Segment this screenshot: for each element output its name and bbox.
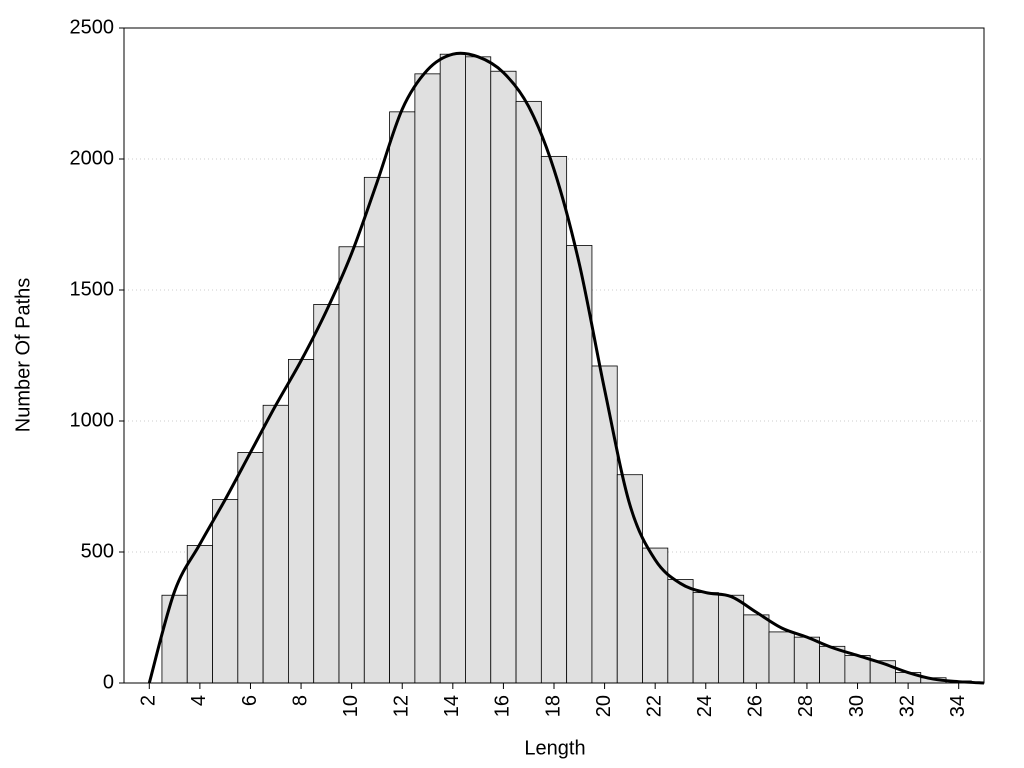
bar	[262, 404, 289, 684]
bar	[363, 176, 390, 684]
bar	[465, 56, 492, 684]
bar	[212, 499, 239, 684]
x-axis-label: Length	[524, 737, 585, 759]
bar	[439, 53, 466, 684]
bar	[718, 594, 745, 684]
bar	[642, 547, 669, 684]
x-tick-label: 28	[795, 695, 817, 717]
bar	[591, 365, 618, 684]
bar	[667, 579, 694, 684]
x-tick-label: 22	[643, 695, 665, 717]
bar	[566, 245, 593, 684]
bar	[793, 636, 820, 684]
x-tick-label: 20	[593, 695, 615, 717]
x-tick-label: 26	[745, 695, 767, 717]
x-tick-label: 14	[441, 695, 463, 717]
bar	[338, 246, 365, 684]
bar	[844, 655, 871, 684]
x-tick-label: 18	[542, 695, 564, 717]
x-tick-label: 4	[188, 695, 210, 706]
plot-frame	[123, 27, 985, 684]
bar	[490, 70, 517, 684]
y-tick-label: 1000	[70, 409, 115, 431]
density-curve	[147, 51, 985, 685]
bar	[237, 452, 264, 684]
x-tick-label: 12	[391, 695, 413, 717]
y-tick-label: 500	[81, 540, 114, 562]
bar	[743, 614, 770, 684]
x-tick-label: 34	[947, 695, 969, 717]
x-tick-label: 32	[896, 695, 918, 717]
bar	[161, 594, 188, 684]
bar	[389, 111, 416, 684]
bar	[692, 592, 719, 684]
x-tick-label: 6	[239, 695, 261, 706]
y-tick-label: 1500	[70, 278, 115, 300]
y-tick-label: 2000	[70, 147, 115, 169]
bar	[414, 73, 441, 684]
bar	[768, 631, 795, 684]
bar	[313, 304, 340, 684]
x-tick-label: 24	[694, 695, 716, 717]
bar	[288, 359, 315, 684]
bar	[186, 545, 213, 684]
y-tick-label: 0	[103, 671, 114, 693]
x-tick-label: 8	[289, 695, 311, 706]
bar	[540, 155, 568, 684]
y-axis-label: Number Of Paths	[12, 278, 34, 433]
y-tick-label: 2500	[70, 16, 115, 38]
x-tick-label: 16	[492, 695, 514, 717]
bar	[515, 100, 542, 684]
x-tick-label: 30	[846, 695, 868, 717]
x-tick-label: 2	[138, 695, 160, 706]
x-tick-label: 10	[340, 695, 362, 717]
